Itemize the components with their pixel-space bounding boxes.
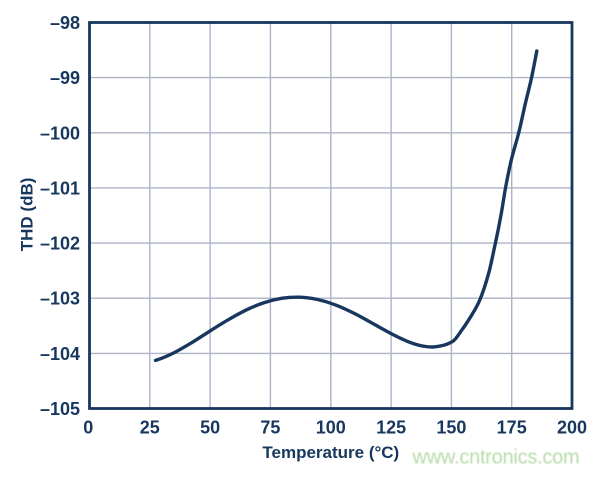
- svg-text:www.cntronics.com: www.cntronics.com: [412, 447, 580, 469]
- svg-text:125: 125: [376, 418, 406, 438]
- svg-text:–101: –101: [40, 178, 80, 198]
- svg-text:THD (dB): THD (dB): [17, 178, 36, 252]
- svg-text:–103: –103: [40, 289, 80, 309]
- svg-text:–98: –98: [50, 13, 80, 33]
- svg-text:–100: –100: [40, 123, 80, 143]
- svg-text:100: 100: [316, 418, 346, 438]
- svg-text:175: 175: [497, 418, 527, 438]
- svg-text:0: 0: [83, 418, 93, 438]
- svg-text:75: 75: [260, 418, 280, 438]
- svg-text:–102: –102: [40, 234, 80, 254]
- svg-text:25: 25: [140, 418, 160, 438]
- svg-text:–99: –99: [50, 68, 80, 88]
- svg-text:–105: –105: [40, 399, 80, 419]
- svg-text:150: 150: [436, 418, 466, 438]
- svg-text:200: 200: [557, 418, 587, 438]
- svg-text:–104: –104: [40, 344, 80, 364]
- svg-text:Temperature (°C): Temperature (°C): [262, 443, 399, 462]
- svg-text:50: 50: [200, 418, 220, 438]
